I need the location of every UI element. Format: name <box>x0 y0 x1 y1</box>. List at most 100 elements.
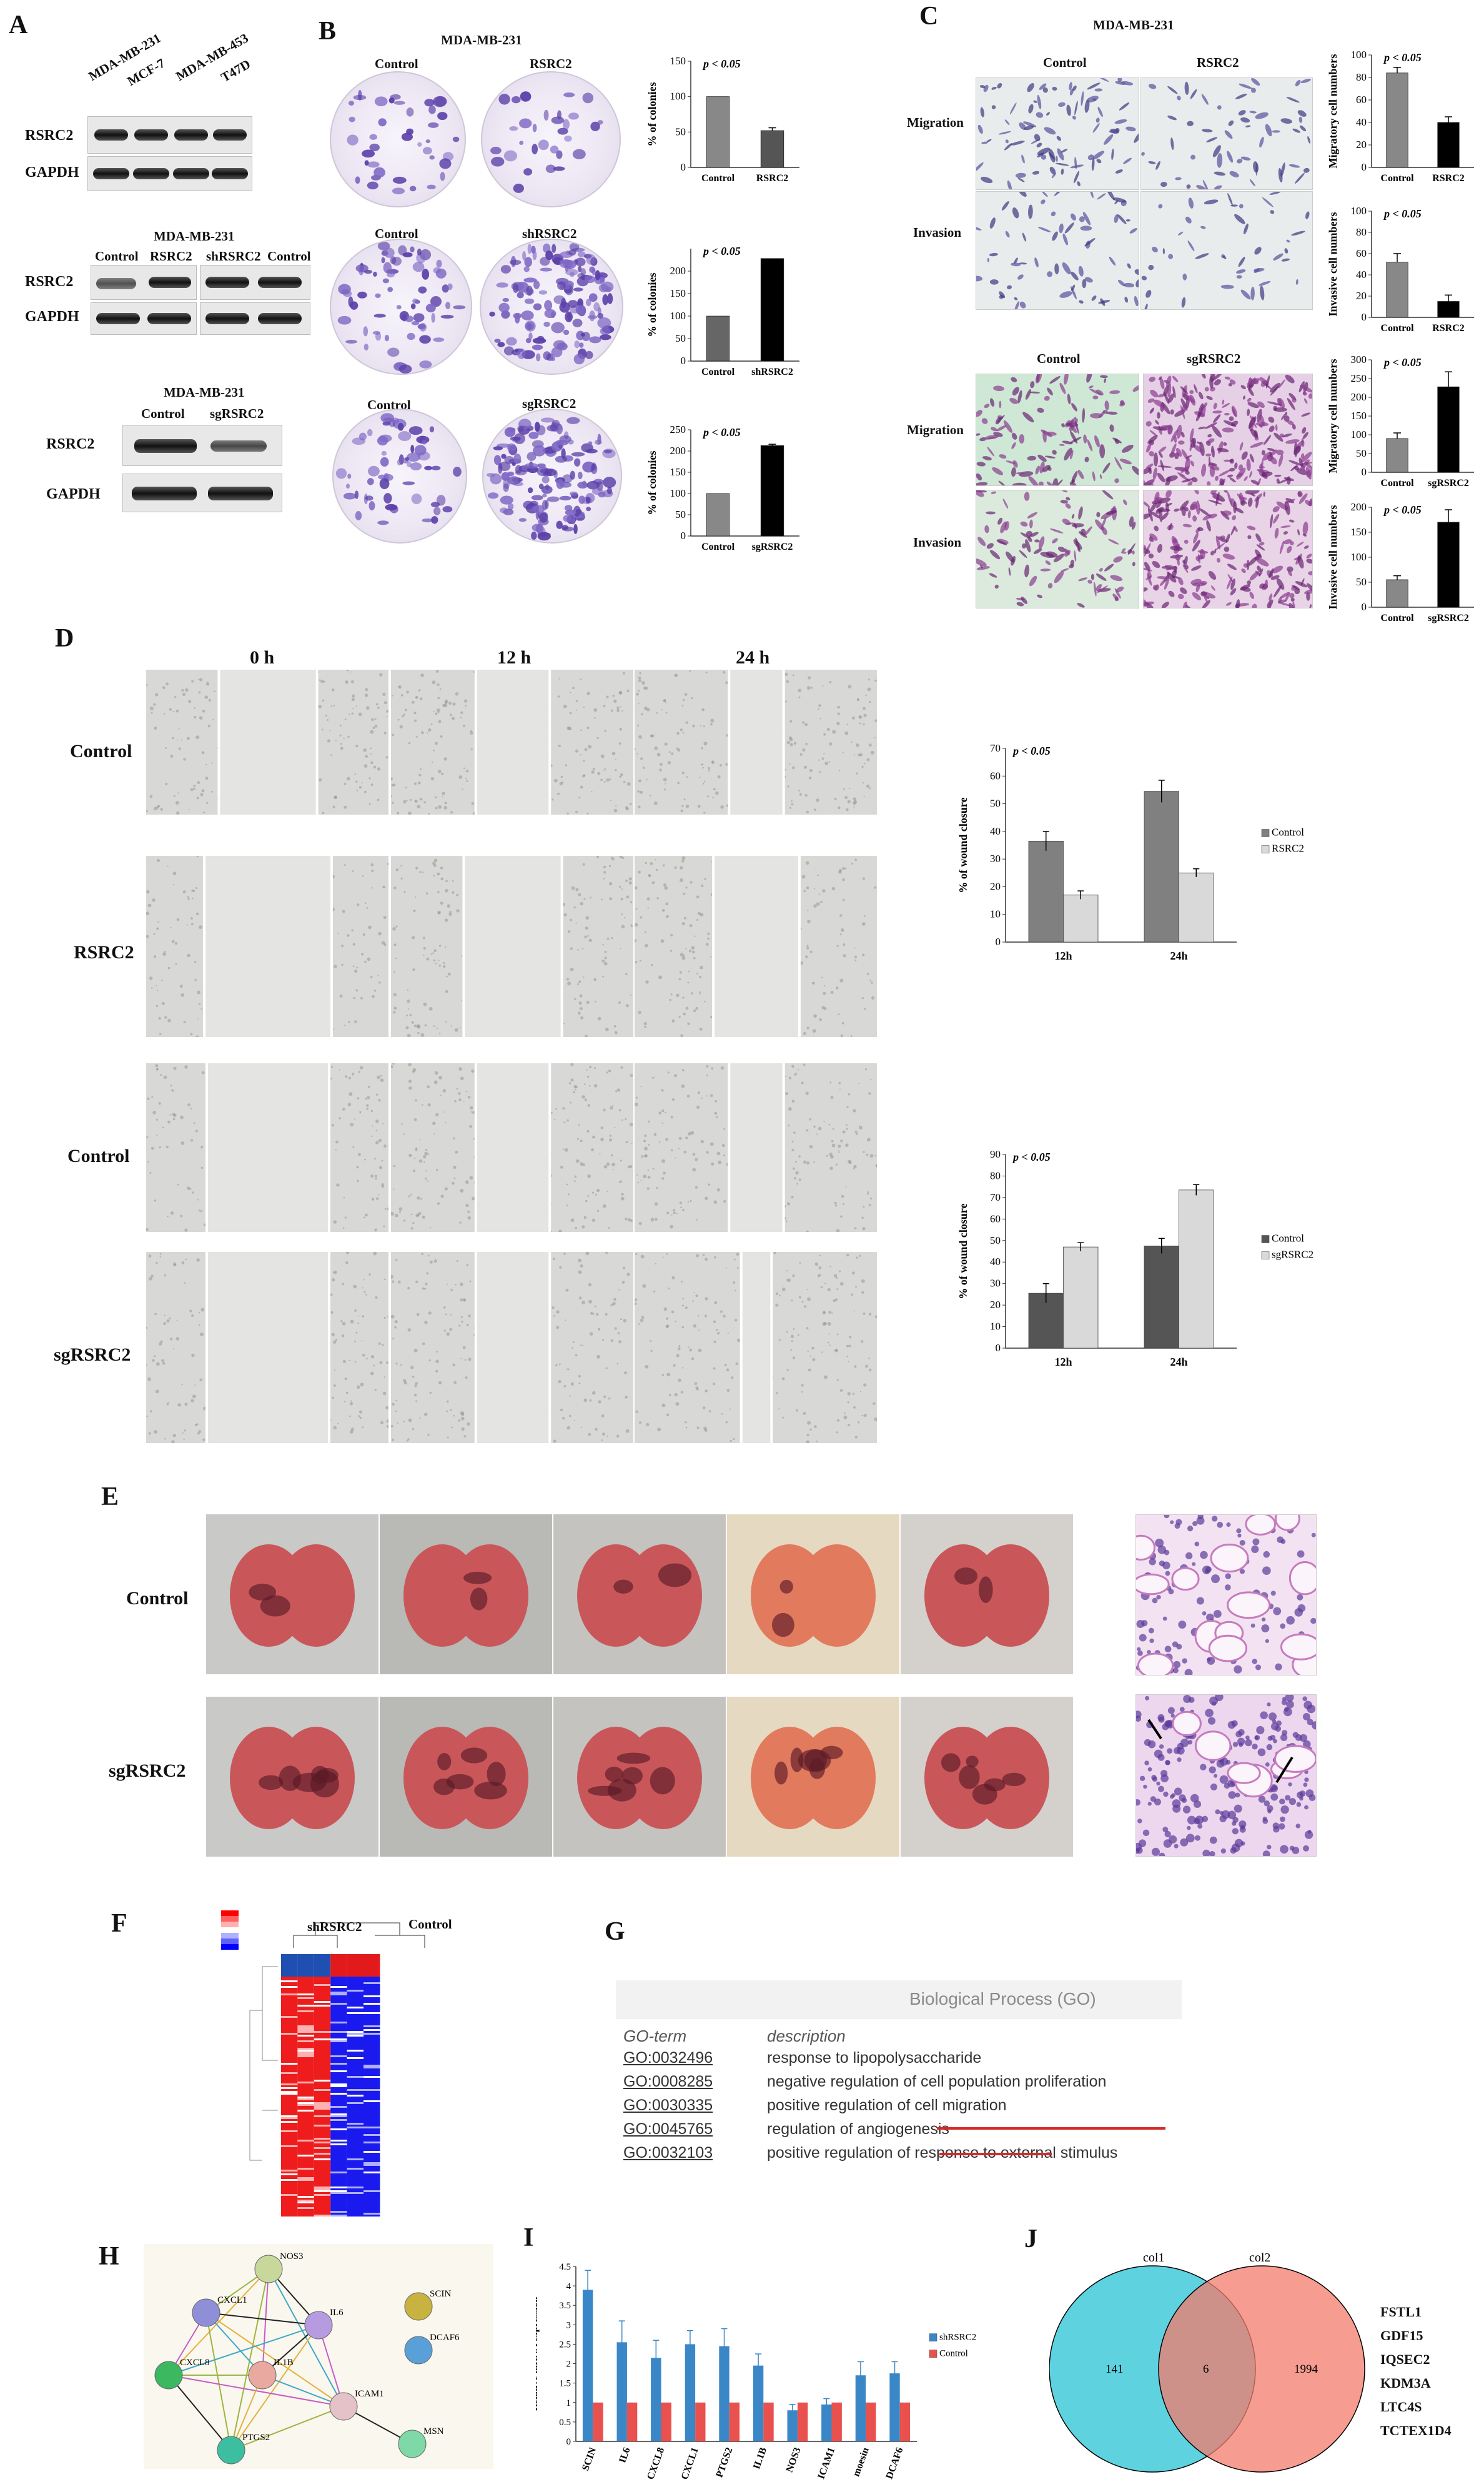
go-term-link[interactable]: GO:0045765 <box>623 2120 713 2138</box>
heatmap-cell <box>330 2037 347 2038</box>
heatmap-cell <box>297 2085 314 2087</box>
heatmap-cell <box>314 2097 331 2098</box>
heatmap-cell <box>297 2035 314 2037</box>
heatmap-cell <box>281 2059 298 2061</box>
heatmap-cell <box>314 2121 331 2123</box>
legend-label: RSRC2 <box>1272 843 1304 855</box>
heatmap-cell <box>330 2196 347 2198</box>
transwell-image <box>976 77 1139 190</box>
b-col-label: Control <box>375 56 418 71</box>
go-term-link[interactable]: GO:0032103 <box>623 2144 713 2162</box>
lung-image <box>206 1514 378 1674</box>
panel-label-f: F <box>111 1909 127 1938</box>
bar <box>787 2410 798 2441</box>
heatmap-cell <box>364 2113 380 2115</box>
heatmap-cell <box>281 2007 298 2008</box>
heatmap-cell <box>364 2100 380 2102</box>
heatmap-cell <box>314 2192 331 2194</box>
heatmap-cell <box>330 2027 347 2029</box>
heatmap-cell <box>297 2095 314 2097</box>
bar <box>1063 1246 1099 1349</box>
heatmap-cell <box>330 2211 347 2213</box>
heatmap-cell <box>347 2097 364 2098</box>
heatmap-cell <box>347 1988 364 1990</box>
heatmap-cell <box>347 2106 364 2108</box>
arrow-icon <box>1147 1719 1162 1740</box>
heatmap-cell <box>364 2102 380 2104</box>
bar <box>760 258 784 362</box>
heatmap-cell <box>330 2155 347 2157</box>
heatmap-cell <box>364 2128 380 2130</box>
heatmap-cell <box>364 2050 380 2052</box>
heatmap-cell <box>347 2091 364 2093</box>
heatmap-cell <box>297 2153 314 2155</box>
heatmap-cell <box>347 1978 364 1980</box>
heatmap-cell <box>281 1984 298 1986</box>
heatmap-cell <box>281 2044 298 2046</box>
heatmap-cell <box>364 2168 380 2170</box>
highlight-underline <box>939 2153 1052 2155</box>
heatmap-cell <box>281 2127 298 2128</box>
bar <box>763 2402 774 2441</box>
heatmap-cell <box>330 1967 347 1969</box>
heatmap-cell <box>314 1954 331 1956</box>
heatmap-cell <box>347 1967 364 1969</box>
bar <box>797 2402 808 2441</box>
heatmap-cell <box>281 2130 298 2132</box>
heatmap-cell <box>330 2108 347 2110</box>
heatmap-cell <box>330 2001 347 2003</box>
heatmap-cell <box>364 2068 380 2070</box>
bar <box>1437 301 1460 318</box>
x-tick-label: 24h <box>1170 1356 1187 1368</box>
c-row-label: Migration <box>907 422 964 437</box>
c-col-label: sgRSRC2 <box>1187 351 1241 366</box>
heatmap-cell <box>314 2050 331 2052</box>
transwell-image <box>1143 374 1313 486</box>
go-table-title: Biological Process (GO) <box>909 1989 1096 2008</box>
heatmap-cell <box>364 2057 380 2059</box>
heatmap-cell <box>347 2016 364 2018</box>
heatmap-cell <box>281 2072 298 2074</box>
heatmap-cell <box>297 2059 314 2061</box>
heatmap-cell <box>330 2125 347 2127</box>
go-term-link[interactable]: GO:0030335 <box>623 2097 713 2114</box>
go-term-link[interactable]: GO:0008285 <box>623 2073 713 2090</box>
legend-label: shRSRC2 <box>939 2333 976 2343</box>
heatmap-cell <box>347 2052 364 2053</box>
heatmap-cell <box>281 2113 298 2115</box>
heatmap-cell <box>347 2123 364 2125</box>
y-tick-label: 30 <box>990 1278 1001 1289</box>
y-tick-label: 100 <box>670 310 686 322</box>
heatmap-cell <box>297 2087 314 2089</box>
network-edge <box>262 2375 344 2407</box>
network-node <box>398 2430 427 2458</box>
heatmap-cell <box>364 2166 380 2168</box>
heatmap-cell <box>347 2140 364 2142</box>
heatmap-cell <box>364 2052 380 2053</box>
heatmap-cell <box>330 1992 347 1993</box>
x-tick-label: sgRSRC2 <box>1428 478 1469 489</box>
y-tick-label: 150 <box>670 287 686 299</box>
heatmap-cell <box>314 1969 331 1971</box>
heatmap-cell <box>347 2061 364 2063</box>
heatmap-cell <box>297 2127 314 2128</box>
heatmap-cell <box>297 2037 314 2038</box>
heatmap-cell <box>281 2173 298 2175</box>
heatmap-cell <box>281 2063 298 2065</box>
heatmap-cell <box>347 2172 364 2173</box>
heatmap-cell <box>314 2128 331 2130</box>
blot-image <box>200 265 310 300</box>
heatmap-cell <box>314 2140 331 2142</box>
heatmap-cell <box>297 2089 314 2091</box>
wound-image <box>391 1063 633 1232</box>
heatmap-cell <box>297 2001 314 2003</box>
heatmap-cell <box>347 2087 364 2089</box>
heatmap-cell <box>281 1960 298 1962</box>
y-tick-label: 60 <box>990 770 1001 782</box>
heatmap-cell <box>314 1984 331 1986</box>
heatmap-cell <box>364 2072 380 2074</box>
heatmap-cell <box>314 2098 331 2100</box>
heatmap-cell <box>281 2108 298 2110</box>
heatmap-cell <box>330 2127 347 2128</box>
go-term-link[interactable]: GO:0032496 <box>623 2049 713 2067</box>
